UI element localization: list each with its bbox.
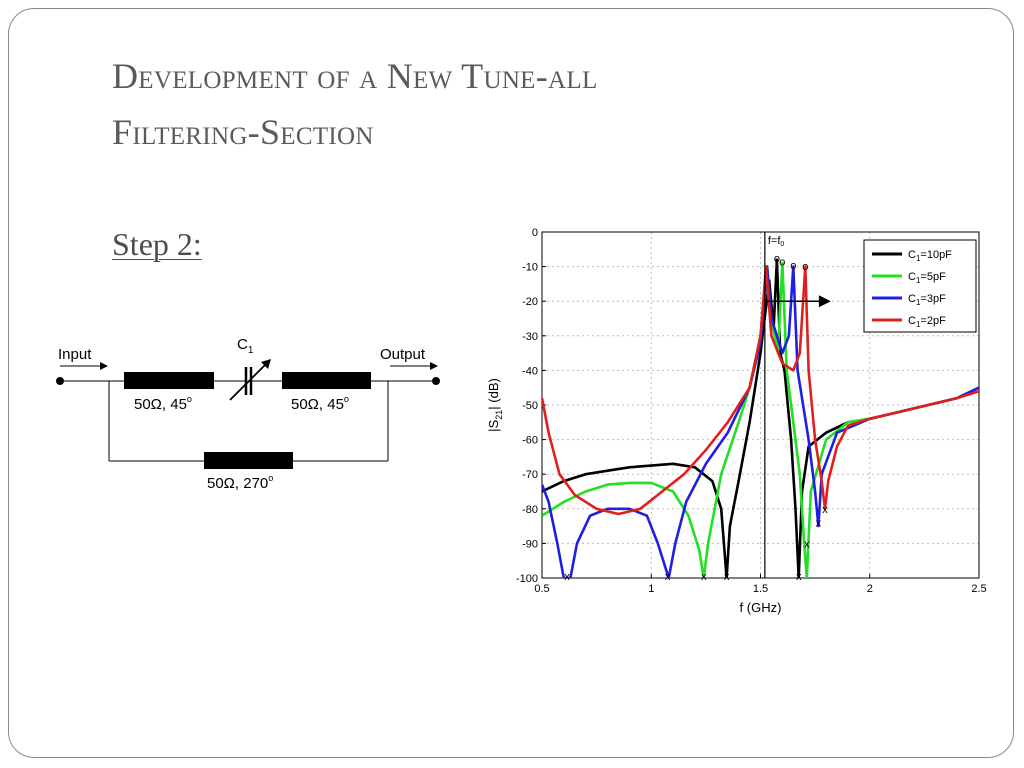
output-label: Output — [380, 346, 426, 363]
y-tick-label: -50 — [522, 400, 538, 412]
zero-marker: x — [822, 504, 828, 516]
y-tick-label: -10 — [522, 262, 538, 274]
step-label: Step 2: — [112, 226, 202, 262]
pole-marker: o — [802, 261, 808, 273]
y-tick-label: -40 — [522, 365, 538, 377]
tline-2-label: 50Ω, 45o — [291, 394, 349, 413]
capacitor-tune-arrow — [229, 361, 269, 401]
capacitor-label: C1 — [237, 336, 254, 356]
legend-label-3: C1=2pF — [908, 315, 946, 329]
legend-label-0: C1=10pF — [908, 249, 952, 263]
legend-label-2: C1=3pF — [908, 293, 946, 307]
tline-2 — [282, 372, 371, 389]
y-tick-label: -70 — [522, 469, 538, 481]
y-tick-label: -90 — [522, 538, 538, 550]
circuit-diagram: Input Output C1 50Ω, 45o 50Ω, 45o 50Ω, 2… — [56, 336, 440, 492]
x-axis-label: f (GHz) — [740, 600, 782, 615]
x-tick-label: 1.5 — [753, 583, 768, 595]
tline-3 — [204, 452, 293, 469]
pole-marker: o — [790, 260, 796, 272]
pole-marker: o — [779, 256, 785, 268]
f0-label: f=f0 — [768, 235, 785, 248]
zero-marker: x — [796, 571, 802, 583]
zero-marker: x — [724, 571, 730, 583]
x-tick-label: 2 — [867, 583, 873, 595]
input-label: Input — [58, 346, 92, 363]
series-line-3 — [542, 265, 979, 516]
y-tick-label: -30 — [522, 331, 538, 343]
y-tick-label: -60 — [522, 435, 538, 447]
y-tick-label: 0 — [532, 227, 538, 239]
tline-1 — [124, 372, 214, 389]
x-tick-label: 0.5 — [534, 583, 549, 595]
legend-label-1: C1=5pF — [908, 271, 946, 285]
pole-marker: o — [774, 253, 780, 265]
zero-marker: x — [564, 571, 570, 583]
tuning-arrow-head — [818, 295, 831, 308]
y-tick-label: -100 — [516, 573, 538, 585]
y-tick-label: -80 — [522, 504, 538, 516]
tline-1-label: 50Ω, 45o — [134, 394, 192, 413]
zero-marker: x — [816, 518, 822, 530]
tline-3-label: 50Ω, 270o — [207, 473, 273, 492]
annotations: f=f0 — [764, 232, 831, 578]
series-group — [542, 258, 979, 578]
zero-marker: x — [665, 571, 671, 583]
slide-title-line-1: Development of a New Tune-all — [112, 56, 598, 96]
y-axis-label: |S21| (dB) — [486, 378, 504, 432]
y-tick-label: -20 — [522, 296, 538, 308]
slide-title: Development of a New Tune-all Filtering-… — [112, 48, 912, 160]
input-arrow-head — [100, 362, 108, 370]
legend: C1=10pF C1=5pF C1=3pF C1=2pF — [863, 239, 977, 333]
x-tick-label: 2.5 — [971, 583, 986, 595]
output-arrow-head — [430, 362, 438, 370]
capacitor-tune-arrow-head — [261, 359, 271, 369]
x-tick-label: 1 — [648, 583, 654, 595]
zero-marker: x — [701, 571, 707, 583]
slide-title-line-2: Filtering-Section — [112, 112, 374, 152]
zero-marker: x — [804, 538, 810, 550]
